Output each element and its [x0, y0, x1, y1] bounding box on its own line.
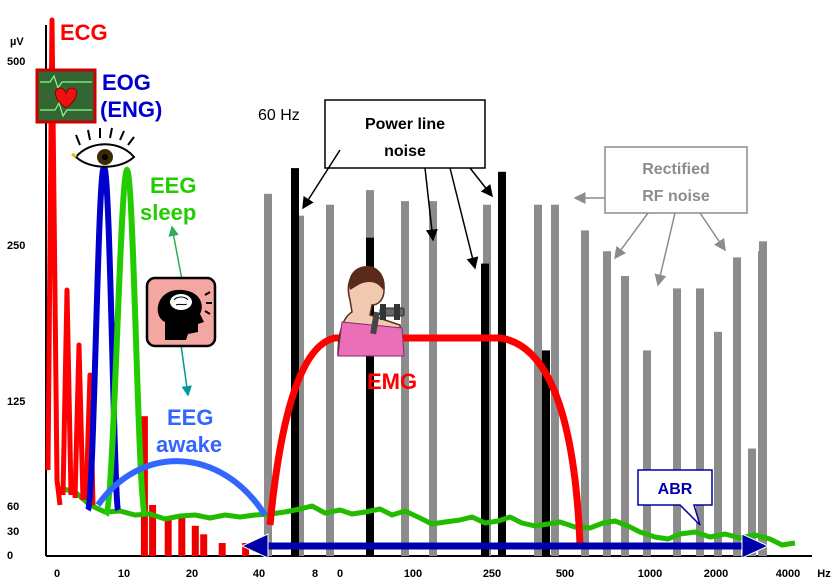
x-tick-label: 250 [483, 568, 501, 580]
x-tick-label: 500 [556, 568, 574, 580]
rf-noise-label: Rectified [642, 161, 710, 178]
noise-floor-line [59, 485, 796, 548]
power-line-bar [291, 168, 299, 556]
eeg-sleep-label-2: sleep [140, 200, 196, 225]
rf-noise-bar [534, 204, 542, 556]
ecg-harmonic-bar [149, 505, 157, 556]
rf-noise-bar [401, 201, 409, 556]
rf-noise-callout [604, 146, 748, 214]
rf-noise-bar [673, 288, 681, 556]
rf-noise-arrows [573, 192, 726, 287]
x-unit-label: Hz [817, 568, 831, 580]
ecg-harmonic-bar [242, 543, 250, 556]
eog-label-2: (ENG) [100, 97, 162, 122]
x-tick-label: 0 [337, 568, 343, 580]
x-tick-label: 4000 [776, 568, 800, 580]
eye-icon [71, 127, 136, 168]
y-tick-label: 250 [7, 240, 25, 252]
power-line-label-2: noise [384, 143, 426, 160]
eeg-sleep-label: EEG [150, 173, 196, 198]
ecg-harmonic-bar [191, 525, 199, 556]
power-line-bar [481, 263, 489, 556]
x-tick-label: 1000 [638, 568, 662, 580]
power-line-label: Power line [365, 116, 445, 133]
y-tick-label: 0 [7, 550, 13, 562]
x-tick-label: 20 [186, 568, 198, 580]
eog-label: EOG [102, 70, 151, 95]
power-line-bar [542, 350, 550, 556]
eeg-awake-arrow [180, 344, 192, 397]
abr-arrow [240, 533, 770, 559]
y-tick-label: 60 [7, 501, 19, 513]
abr-callout: ABR [637, 469, 713, 526]
emg-label: EMG [367, 369, 417, 394]
hz60-label: 60 Hz [258, 107, 300, 124]
eeg-awake-label-2: awake [156, 432, 222, 457]
y-tick-label: 30 [7, 526, 19, 538]
ecg-harmonic-bar [164, 517, 172, 556]
x-tick-label: 0 [54, 568, 60, 580]
ecg-harmonic-bar [200, 534, 208, 556]
eeg-sleep-series [103, 166, 148, 517]
rf-noise-bar [581, 230, 589, 556]
rf-noise-bar [326, 204, 334, 556]
x-tick-labels: 0 10 20 40 8 0 100 250 500 1000 2000 400… [54, 568, 831, 580]
emg-series [266, 334, 584, 546]
x-tick-label: 40 [253, 568, 265, 580]
eeg-awake-series [95, 458, 268, 517]
ecg-harmonic-bar [178, 517, 186, 556]
x-tick-label: 10 [118, 568, 130, 580]
rf-noise-bar [429, 201, 437, 556]
heart-monitor-icon [35, 68, 97, 124]
rf-noise-bar [748, 448, 756, 556]
y-tick-label: 500 [7, 56, 25, 68]
rf-noise-label-2: RF noise [642, 188, 710, 205]
y-tick-label: 125 [7, 396, 25, 408]
y-tick-labels: µV 500 250 125 60 30 0 [7, 36, 25, 562]
ecg-spike [45, 17, 63, 506]
ecg-spike [60, 287, 74, 496]
eeg-awake-label: EEG [167, 405, 213, 430]
rf-noise-bar [696, 288, 704, 556]
x-tick-label: 2000 [704, 568, 728, 580]
rf-noise-bar [551, 204, 559, 556]
rf-noise-bar [621, 276, 629, 556]
rf-noise-bar [733, 257, 741, 556]
weightlifter-icon [337, 266, 405, 357]
rf-noise-bar [264, 193, 272, 557]
rf-noise-bar [643, 350, 651, 556]
power-line-arrows [302, 149, 493, 270]
x-tick-label: 8 [312, 568, 318, 580]
rf-noise-bar [296, 215, 304, 556]
ecg-spike [72, 342, 86, 501]
x-tick-label: 100 [404, 568, 422, 580]
ecg-label: ECG [60, 20, 108, 45]
y-unit-label: µV [10, 36, 24, 48]
rf-noise-bar [714, 331, 722, 556]
brain-head-icon [145, 276, 217, 348]
rf-noise-bar [603, 251, 611, 556]
power-line-bar [498, 171, 506, 557]
abr-label: ABR [658, 481, 693, 498]
power-line-bar [366, 237, 374, 556]
rf-noise-bar [759, 241, 767, 557]
power-line-callout [324, 99, 486, 169]
ecg-harmonic-bar [218, 543, 226, 556]
eeg-sleep-arrow [168, 225, 183, 281]
power-line-bars [291, 168, 550, 557]
